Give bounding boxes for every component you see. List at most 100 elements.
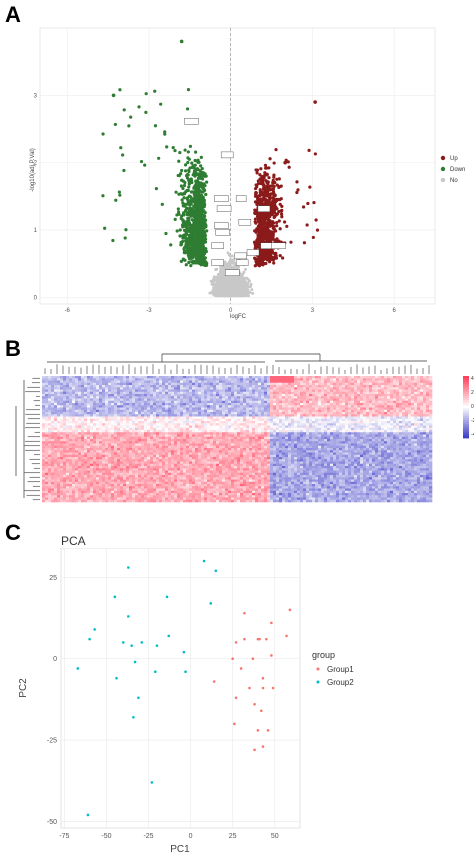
heatmap-cell [252,403,256,406]
heatmap-cell [426,376,430,379]
heatmap-cell [372,389,376,393]
heatmap-cell [159,400,163,404]
heatmap-cell [162,385,166,388]
volcano-point-up [275,183,279,187]
volcano-points [101,39,320,298]
heatmap-cell [87,403,91,406]
heatmap-cell [351,387,355,390]
heatmap-cell [114,396,118,399]
heatmap-cell [75,396,79,399]
heatmap-cell [291,380,295,384]
heatmap-cell [312,403,316,406]
heatmap-cell [246,398,250,402]
heatmap-cell [285,400,289,404]
volcano-point-down [186,198,190,202]
heatmap-cell [156,398,160,402]
volcano-gene-label-box [238,219,252,226]
heatmap-cell [252,380,256,384]
heatmap-cell [135,394,139,397]
heatmap-cell [156,391,160,395]
heatmap-cell [375,387,379,390]
heatmap-cell [426,378,430,381]
heatmap-cell [231,376,235,379]
heatmap-cell [159,394,163,397]
volcano-gene-label-box [271,242,286,249]
heatmap-cell [318,389,322,393]
heatmap-cell [378,398,382,402]
volcano-point-no [214,283,218,287]
heatmap-cell [57,394,61,397]
heatmap-cell [132,382,136,386]
volcano-point-down [191,212,195,216]
volcano-point-up [255,171,259,175]
volcano-point-down [187,208,192,213]
heatmap-cell [192,380,196,384]
heatmap-cell [174,387,178,390]
heatmap-cell [72,380,76,384]
heatmap-cell [393,398,397,402]
heatmap-cell [96,376,100,379]
heatmap-cell [216,380,220,384]
heatmap-cell [114,400,118,404]
heatmap-cell [375,398,379,402]
heatmap-cell [375,380,379,384]
heatmap-cell [141,382,145,386]
volcano-point-down [187,157,191,161]
heatmap-cell [297,394,301,397]
heatmap-cell [102,382,106,386]
heatmap-cell [144,387,148,390]
heatmap-cell [333,403,337,406]
heatmap-cell [318,403,322,406]
heatmap-cell [45,382,49,386]
heatmap-cell [174,385,178,388]
heatmap-cell [297,382,301,386]
heatmap-cell [84,403,88,406]
heatmap-cell [237,389,241,393]
heatmap-cell [78,403,82,406]
heatmap-cell [132,376,136,379]
heatmap-cell [264,382,268,386]
heatmap-cell [195,394,199,397]
heatmap-cell [129,378,133,381]
volcano-point-up [275,177,279,181]
volcano-point-up [280,215,284,219]
heatmap-cell [312,385,316,388]
heatmap-cell [252,400,256,404]
volcano-gene-label-box [214,222,229,229]
heatmap-cell [180,400,184,404]
heatmap-cell [342,398,346,402]
volcano-point-down [192,204,196,209]
heatmap-cell [198,398,202,402]
heatmap-cell [102,400,106,404]
heatmap-cell [138,394,142,397]
volcano-point-up [275,212,280,216]
heatmap-cell [150,385,154,388]
heatmap-cell [225,378,229,381]
heatmap-cell [174,380,178,384]
heatmap-cell [420,376,424,379]
heatmap-cells [42,376,433,503]
heatmap-cell [384,391,388,395]
heatmap-cell [252,398,256,402]
heatmap-cell [399,378,403,381]
volcano-point-no [242,270,246,274]
heatmap-cell [129,389,133,393]
heatmap-cell [138,403,142,406]
heatmap-cell [75,403,79,406]
volcano-point-no [233,293,237,297]
volcano-point-up [263,226,267,231]
volcano-legend-marker [440,155,446,161]
heatmap-cell [360,398,364,402]
volcano-point-no [217,272,221,276]
heatmap-cell [384,376,388,379]
heatmap-cell [189,394,193,397]
heatmap-cell [51,389,55,393]
heatmap-cell [162,396,166,399]
heatmap-cell [369,376,373,379]
heatmap-cell [180,403,184,406]
heatmap-cell [384,378,388,381]
heatmap-cell [99,380,103,384]
volcano-point-up [272,206,276,210]
volcano-point-down [182,251,186,255]
